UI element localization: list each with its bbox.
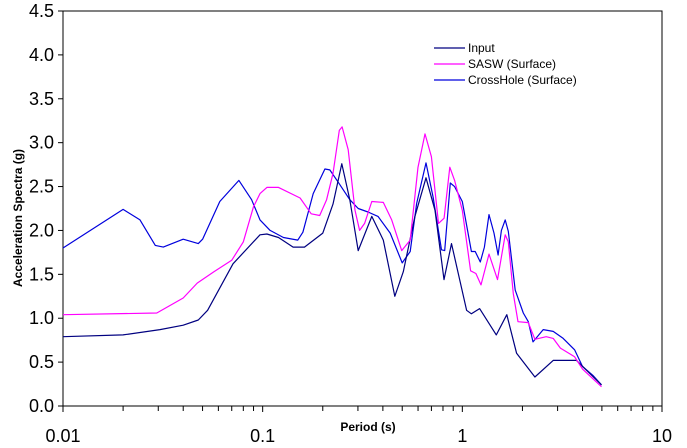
x-axis-title: Period (s) (340, 420, 395, 434)
plot-frame (62, 10, 663, 407)
legend-label: CrossHole (Surface) (468, 73, 577, 87)
y-axis: 0.0 0.5 1.0 1.5 2.0 2.5 3.0 3.5 4.0 4.5 (29, 1, 63, 416)
y-tick-label: 4.0 (29, 45, 54, 65)
y-tick-label: 3.0 (29, 133, 54, 153)
x-tick-label: 0.1 (250, 426, 275, 446)
series-line-crosshole-surface (62, 162, 602, 386)
legend: Input SASW (Surface) CrossHole (Surface) (434, 41, 577, 87)
y-axis-title: Acceleration Spectra (g) (11, 149, 25, 287)
y-tick-label: 2.5 (29, 177, 54, 197)
series-line-input (62, 163, 602, 386)
y-tick-label: 2.0 (29, 220, 54, 240)
x-tick-label: 0.01 (45, 426, 80, 446)
x-tick-label: 1 (457, 426, 467, 446)
y-tick-label: 1.0 (29, 308, 54, 328)
series-lines (62, 126, 602, 388)
legend-label: SASW (Surface) (468, 57, 556, 71)
x-axis: 0.01 0.1 1 10 (45, 406, 672, 446)
y-tick-label: 4.5 (29, 1, 54, 21)
y-tick-label: 1.5 (29, 264, 54, 284)
y-tick-label: 3.5 (29, 89, 54, 109)
y-tick-label: 0.5 (29, 352, 54, 372)
legend-label: Input (468, 41, 495, 55)
series-line-sasw-surface (62, 126, 602, 388)
y-tick-label: 0.0 (29, 396, 54, 416)
x-tick-label: 10 (652, 426, 672, 446)
